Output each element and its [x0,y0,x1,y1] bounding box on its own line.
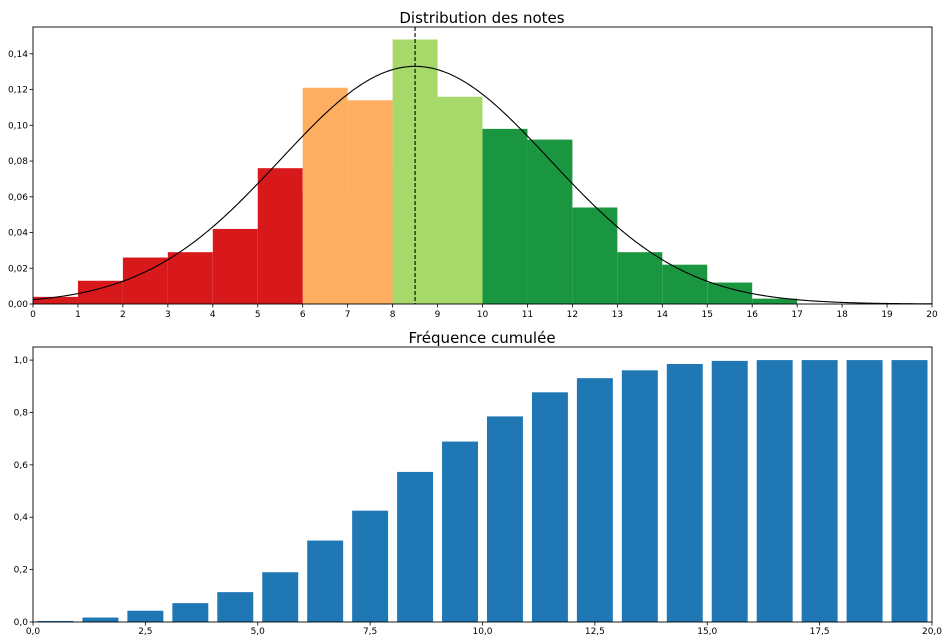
cumulative-bar [846,360,883,622]
histogram-bar [482,128,528,304]
histogram-bar [617,252,663,304]
histogram-bar [212,228,258,304]
histogram-bar [347,100,393,304]
x-tick-label: 7,5 [363,627,377,635]
x-tick-label: 4 [210,310,216,320]
x-tick-label: 13 [612,310,623,320]
chart-2-plot: 0,0 2,5 5,0 7,5 10,0 12,5 15,0 17,5 20,0 0,0 0,2 0,… [14,346,942,637]
x-tick-label: 0 [30,310,36,320]
x-tick-label: 10 [477,310,489,320]
cumulative-bar [801,360,838,622]
y-tick-label: 0,14 [8,50,28,60]
cumulative-bar [711,360,748,622]
x-tick-label: 14 [657,310,669,320]
cumulative-bar [307,540,344,622]
cumulative-bar [172,603,209,622]
x-tick-label: 2 [120,310,126,320]
x-tick-label: 20,0 [922,627,942,635]
cumulative-bar [756,360,793,622]
histogram-bar [257,168,303,304]
chart-2-title: Fréquence cumulée [408,329,555,347]
histogram-bar [437,96,483,304]
y-tick-label: 0,4 [14,513,29,523]
x-tick-label: 15,0 [697,627,717,635]
histogram-bar [33,296,78,304]
cumulative-bar [82,617,119,622]
cumulative-bar [576,378,613,622]
cumulative-bar [397,471,434,622]
histogram-bar [302,87,348,304]
histogram-bar [122,257,168,304]
x-tick-label: 7 [345,310,351,320]
x-tick-label: 8 [390,310,396,320]
y-tick-label: 0,04 [8,229,28,239]
x-tick-label: 15 [702,310,713,320]
histogram-bar [752,298,798,304]
histogram-bar [707,282,753,304]
histogram-bar [167,252,213,304]
x-tick-label: 20 [926,310,938,320]
cumulative-bar [352,510,389,622]
chart-1-plot: 0 1 2 3 4 5 6 7 8 9 10 11 12 13 14 15 16 17 18 19 200,000,02… [8,26,938,320]
cumulative-bar [621,370,658,622]
x-tick-label: 19 [881,310,893,320]
histogram-bar [77,280,123,304]
cumulative-bar [37,620,74,622]
x-tick-label: 1 [75,310,81,320]
plot-frame [32,346,933,623]
histogram-bar [572,207,618,304]
histogram-bar [527,139,573,304]
y-tick-label: 0,2 [14,566,28,576]
cumulative-bar [262,572,299,622]
y-tick-label: 0,0 [14,618,29,628]
cumulative-bar [531,392,568,622]
x-tick-label: 12,5 [585,627,605,635]
x-tick-label: 3 [165,310,171,320]
x-tick-label: 5 [255,310,261,320]
x-tick-label: 10,0 [472,627,492,635]
y-tick-label: 0,02 [8,264,28,274]
x-tick-label: 9 [435,310,441,320]
normal-curve [32,65,933,305]
cumulative-bar [127,610,164,622]
histogram-bar [662,264,708,304]
cumulative-bar [442,441,479,622]
y-tick-label: 0,08 [8,157,28,167]
chart-1-title: Distribution des notes [399,9,564,27]
x-tick-label: 0,0 [26,627,41,635]
y-tick-label: 1,0 [14,356,29,366]
x-tick-label: 16 [746,310,758,320]
x-tick-label: 5,0 [251,627,266,635]
x-tick-label: 12 [567,310,578,320]
cumulative-bar [486,416,523,622]
x-tick-label: 2,5 [138,627,152,635]
x-tick-label: 17,5 [810,627,830,635]
x-tick-label: 6 [300,310,306,320]
y-tick-label: 0,6 [14,461,29,471]
cumulative-bar [891,360,928,622]
x-tick-label: 17 [791,310,802,320]
cumulative-bar [217,592,254,622]
y-tick-label: 0,8 [14,408,29,418]
x-tick-label: 11 [522,310,533,320]
y-tick-label: 0,06 [8,193,28,203]
y-tick-label: 0,00 [8,300,28,310]
y-tick-label: 0,12 [8,86,28,96]
y-tick-label: 0,10 [8,121,28,131]
cumulative-bar [666,364,703,622]
x-tick-label: 18 [836,310,848,320]
